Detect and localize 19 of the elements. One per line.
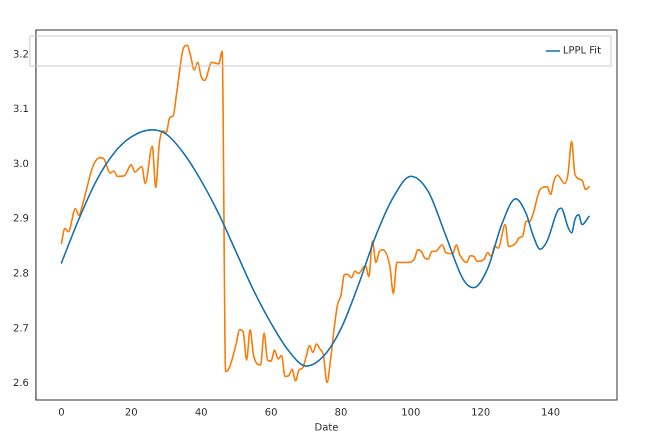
y-tick-label: 3.2 [12,49,29,60]
y-tick-label: 3.1 [12,104,29,116]
legend-label: LPPL Fit [562,46,602,57]
x-tick-label: 120 [471,408,490,419]
y-tick-label: 2.8 [12,268,29,280]
x-tick-label: 0 [58,408,65,419]
x-tick-label: 140 [541,408,560,419]
x-tick-label: 40 [194,408,208,419]
x-tick-label: 80 [334,408,348,419]
x-axis-title: Date [314,422,338,434]
y-tick-label: 2.6 [12,378,29,390]
x-tick-label: 100 [401,408,420,419]
y-tick-label: 3.0 [12,158,29,170]
line-series [60,44,590,384]
x-tick-label: 20 [124,408,138,419]
y-tick-label: 2.9 [12,214,29,225]
x-tick-label: 60 [264,408,278,419]
y-tick-label: 2.7 [12,323,29,334]
line-series [60,128,590,367]
